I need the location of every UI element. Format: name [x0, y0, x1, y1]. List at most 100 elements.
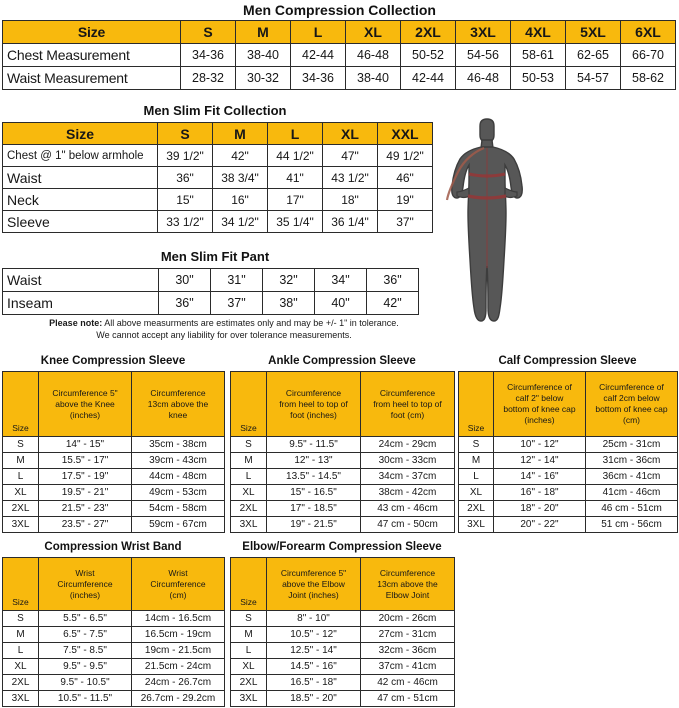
inches-cell: 16.5" - 18": [266, 674, 361, 691]
column-header: S: [157, 122, 213, 145]
header-line: knee: [168, 409, 188, 420]
column-header-inches: Wrist Circumference (inches): [38, 557, 132, 611]
header-line: Circumference: [150, 578, 206, 589]
column-header: 2XL: [400, 20, 456, 44]
table-cell: 62-65: [565, 43, 621, 67]
inches-cell: 18.5" - 20": [266, 690, 361, 707]
table-header-row: Size Circumference from heel to top of f…: [230, 371, 455, 437]
header-line: Circumference: [57, 578, 113, 589]
table-row: L 13.5" - 14.5" 34cm - 37cm: [230, 468, 455, 485]
table-cell: 38-40: [345, 66, 401, 90]
table-cell: 34-36: [180, 43, 236, 67]
table-cell: 16": [212, 188, 268, 211]
header-line: foot (cm): [390, 409, 425, 420]
cm-cell: 34cm - 37cm: [360, 468, 455, 485]
header-line: Elbow Joint: [385, 589, 430, 600]
slim-fit-collection-title: Men Slim Fit Collection: [143, 103, 287, 118]
column-header: 5XL: [565, 20, 621, 44]
cm-cell: 36cm - 41cm: [585, 468, 678, 485]
table-row: M 10.5" - 12" 27cm - 31cm: [230, 626, 455, 643]
table-row: S 8" - 10" 20cm - 26cm: [230, 610, 455, 627]
elbow-sleeve-title: Elbow/Forearm Compression Sleeve: [242, 541, 442, 553]
column-header-size: Size: [230, 371, 267, 437]
header-line: Wrist: [75, 567, 95, 578]
inches-cell: 21.5" - 23": [38, 500, 132, 517]
calf-sleeve-title: Calf Compression Sleeve: [498, 355, 637, 367]
table-cell: 33 1/2": [157, 210, 213, 233]
header-line: from heel to top of: [279, 398, 348, 409]
header-line: above the Elbow: [282, 578, 345, 589]
column-header: M: [235, 20, 291, 44]
table-cell: 46-48: [345, 43, 401, 67]
table-row: XL 9.5" - 9.5" 21.5cm - 24cm: [2, 658, 225, 675]
header-line: (inches): [69, 409, 101, 420]
inches-cell: 19.5" - 21": [38, 484, 132, 501]
column-header: Size: [2, 20, 181, 44]
cm-cell: 39cm - 43cm: [131, 452, 225, 469]
knee-sleeve-table: Size Circumference 5" above the Knee (in…: [2, 371, 225, 533]
table-cell: 46": [377, 166, 433, 189]
table-row: M 6.5" - 7.5" 16.5cm - 19cm: [2, 626, 225, 643]
column-header-cm: Circumference from heel to top of foot (…: [360, 371, 455, 437]
table-cell: 49 1/2": [377, 144, 433, 167]
table-row: M 12" - 14" 31cm - 36cm: [458, 452, 678, 469]
inches-cell: 15.5" - 17": [38, 452, 132, 469]
size-cell: S: [2, 436, 39, 453]
table-cell: 30": [158, 268, 211, 292]
table-row: Waist 30" 31" 32" 34" 36": [2, 268, 419, 292]
table-cell: 43 1/2": [322, 166, 378, 189]
inches-cell: 6.5" - 7.5": [38, 626, 132, 643]
cm-cell: 49cm - 53cm: [131, 484, 225, 501]
header-line: (inches): [69, 589, 101, 600]
inches-cell: 7.5" - 8.5": [38, 642, 132, 659]
column-header-cm: Circumference of calf 2cm below bottom o…: [585, 371, 678, 437]
table-cell: 42": [212, 144, 268, 167]
cm-cell: 38cm - 42cm: [360, 484, 455, 501]
cm-cell: 31cm - 36cm: [585, 452, 678, 469]
slim-fit-collection-table: Size S M L XL XXL Chest @ 1" below armho…: [2, 122, 433, 233]
header-line: Circumference of: [599, 382, 664, 392]
cm-cell: 47 cm - 51cm: [360, 690, 455, 707]
inches-cell: 12.5" - 14": [266, 642, 361, 659]
table-cell: 54-56: [455, 43, 511, 67]
cm-cell: 37cm - 41cm: [360, 658, 455, 675]
table-header-row: Size Circumference of calf 2" below bott…: [458, 371, 678, 437]
table-cell: 66-70: [620, 43, 676, 67]
table-header-row: Size S M L XL XXL: [2, 122, 433, 145]
inches-cell: 9.5" - 11.5": [266, 436, 361, 453]
size-cell: 2XL: [230, 500, 267, 517]
tolerance-note-prefix: Please note:: [49, 318, 103, 328]
column-header-inches: Circumference of calf 2" below bottom of…: [493, 371, 586, 437]
table-cell: 34-36: [290, 66, 346, 90]
column-header-size: Size: [2, 371, 39, 437]
table-header-row: Size S M L XL 2XL 3XL 4XL 5XL 6XL: [2, 20, 676, 44]
inches-cell: 15" - 16.5": [266, 484, 361, 501]
cm-cell: 35cm - 38cm: [131, 436, 225, 453]
table-cell: 37": [210, 291, 263, 315]
cm-cell: 14cm - 16.5cm: [131, 610, 225, 627]
size-cell: XL: [230, 658, 267, 675]
table-row: L 14" - 16" 36cm - 41cm: [458, 468, 678, 485]
ankle-sleeve-title: Ankle Compression Sleeve: [268, 355, 416, 367]
table-cell: 34": [314, 268, 367, 292]
table-row: Waist Measurement 28-32 30-32 34-36 38-4…: [2, 66, 676, 90]
table-cell: 36": [366, 268, 419, 292]
column-header-size: Size: [230, 557, 267, 611]
calf-sleeve-table: Size Circumference of calf 2" below bott…: [458, 371, 678, 533]
size-cell: 3XL: [2, 690, 39, 707]
table-row: XL 19.5" - 21" 49cm - 53cm: [2, 484, 225, 501]
size-cell: L: [230, 642, 267, 659]
table-row: 3XL 18.5" - 20" 47 cm - 51cm: [230, 690, 455, 707]
cm-cell: 43 cm - 46cm: [360, 500, 455, 517]
table-row: S 9.5" - 11.5" 24cm - 29cm: [230, 436, 455, 453]
table-cell: 19": [377, 188, 433, 211]
table-row: Chest @ 1" below armhole 39 1/2" 42" 44 …: [2, 144, 433, 167]
size-cell: 3XL: [230, 516, 267, 533]
header-line: Circumference 5": [280, 567, 347, 578]
column-header-size: Size: [2, 557, 39, 611]
table-cell: 34 1/2": [212, 210, 268, 233]
inches-cell: 9.5" - 10.5": [38, 674, 132, 691]
cm-cell: 20cm - 26cm: [360, 610, 455, 627]
header-line: calf 2cm below: [603, 393, 660, 403]
cm-cell: 24cm - 26.7cm: [131, 674, 225, 691]
